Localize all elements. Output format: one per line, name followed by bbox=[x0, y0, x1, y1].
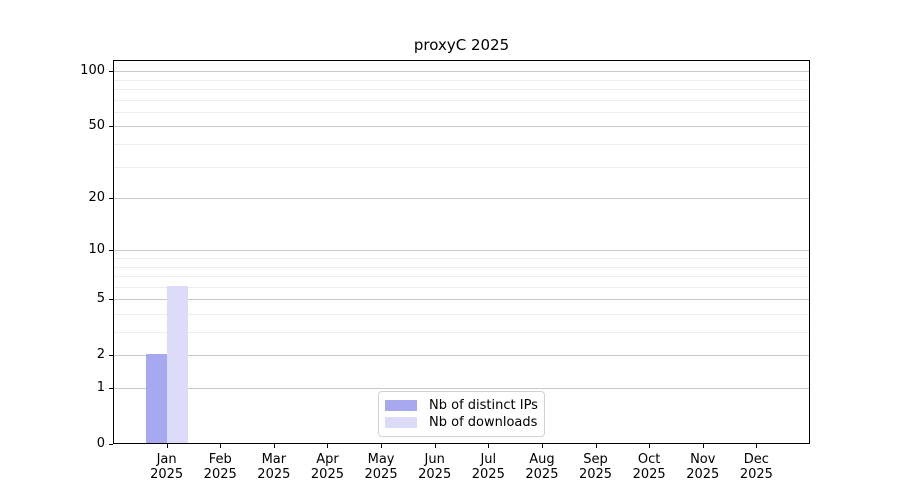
x-tick-label-jul: Jul 2025 bbox=[460, 452, 516, 482]
bar-jan-distinct-ips bbox=[145, 354, 167, 443]
minor-gridline bbox=[114, 111, 809, 113]
minor-gridline bbox=[114, 286, 809, 288]
minor-gridline bbox=[114, 79, 809, 81]
x-tick-mark bbox=[166, 444, 168, 448]
x-tick-year: 2025 bbox=[686, 467, 720, 482]
x-tick-label-apr: Apr 2025 bbox=[299, 452, 355, 482]
x-tick-mark bbox=[434, 444, 436, 448]
minor-gridline bbox=[114, 266, 809, 268]
major-gridline bbox=[114, 388, 809, 389]
x-tick-mark bbox=[273, 444, 275, 448]
x-tick-label-jun: Jun 2025 bbox=[407, 452, 463, 482]
minor-gridline bbox=[114, 258, 809, 259]
y-tick-label: 2 bbox=[96, 347, 105, 363]
x-tick-year: 2025 bbox=[632, 467, 666, 482]
major-gridline bbox=[114, 355, 809, 357]
x-tick-year: 2025 bbox=[150, 467, 184, 482]
x-tick-year: 2025 bbox=[310, 467, 344, 482]
x-tick-month: Dec bbox=[743, 452, 769, 467]
x-tick-mark bbox=[595, 444, 597, 448]
legend-label: Nb of downloads bbox=[429, 415, 538, 430]
legend-swatch bbox=[385, 400, 417, 411]
x-tick-label-dec: Dec 2025 bbox=[728, 452, 784, 482]
minor-gridline bbox=[114, 332, 809, 334]
x-tick-mark bbox=[488, 444, 490, 448]
y-tick-mark bbox=[109, 197, 113, 199]
minor-gridline bbox=[114, 166, 809, 168]
x-tick-month: Jan bbox=[156, 452, 177, 467]
x-tick-mark bbox=[541, 444, 543, 448]
x-tick-month: Sep bbox=[583, 452, 608, 467]
legend-item: Nb of downloads bbox=[385, 415, 538, 430]
y-tick-label: 0 bbox=[96, 436, 105, 451]
x-tick-month: Oct bbox=[637, 452, 661, 467]
x-tick-label-feb: Feb 2025 bbox=[192, 452, 248, 482]
y-tick-mark bbox=[109, 298, 113, 300]
y-tick-label: 100 bbox=[80, 63, 105, 79]
x-tick-label-mar: Mar 2025 bbox=[246, 452, 302, 482]
x-tick-label-jan: Jan 2025 bbox=[139, 452, 195, 482]
legend-item: Nb of distinct IPs bbox=[385, 398, 538, 413]
y-tick-mark bbox=[109, 387, 113, 389]
x-tick-year: 2025 bbox=[418, 467, 452, 482]
x-tick-mark bbox=[649, 444, 651, 448]
y-tick-mark bbox=[109, 443, 113, 445]
x-tick-month: Apr bbox=[316, 452, 339, 467]
legend: Nb of distinct IPs Nb of downloads bbox=[378, 391, 545, 437]
y-tick-mark bbox=[109, 125, 113, 127]
x-tick-year: 2025 bbox=[257, 467, 291, 482]
major-gridline bbox=[114, 250, 809, 252]
legend-label: Nb of distinct IPs bbox=[429, 398, 538, 413]
major-gridline bbox=[114, 71, 809, 73]
y-tick-mark bbox=[109, 249, 113, 251]
x-tick-label-sep: Sep 2025 bbox=[568, 452, 624, 482]
x-tick-mark bbox=[220, 444, 222, 448]
minor-gridline bbox=[114, 313, 809, 315]
y-tick-label: 5 bbox=[96, 291, 105, 307]
x-tick-month: Jun bbox=[424, 452, 445, 467]
minor-gridline bbox=[114, 89, 809, 91]
y-tick-label: 1 bbox=[96, 380, 105, 395]
x-tick-mark bbox=[756, 444, 758, 448]
y-tick-label: 10 bbox=[88, 242, 105, 258]
x-tick-month: Feb bbox=[208, 452, 232, 467]
minor-gridline bbox=[114, 99, 809, 101]
bar-jan-downloads bbox=[166, 285, 188, 443]
major-gridline bbox=[114, 126, 809, 128]
plot-area bbox=[113, 60, 810, 444]
minor-gridline bbox=[114, 276, 809, 278]
x-tick-year: 2025 bbox=[364, 467, 398, 482]
x-tick-mark bbox=[327, 444, 329, 448]
x-tick-mark bbox=[381, 444, 383, 448]
x-tick-label-may: May 2025 bbox=[353, 452, 409, 482]
x-tick-year: 2025 bbox=[739, 467, 773, 482]
x-tick-label-aug: Aug 2025 bbox=[514, 452, 570, 482]
x-tick-month: Jul bbox=[480, 452, 497, 467]
legend-swatch bbox=[385, 417, 417, 428]
x-tick-mark bbox=[702, 444, 704, 448]
x-tick-month: May bbox=[367, 452, 395, 467]
x-tick-month: Mar bbox=[261, 452, 287, 467]
y-tick-label: 50 bbox=[88, 118, 105, 134]
y-tick-label: 20 bbox=[88, 190, 105, 206]
x-tick-label-oct: Oct 2025 bbox=[621, 452, 677, 482]
x-tick-month: Nov bbox=[690, 452, 716, 467]
minor-gridline bbox=[114, 144, 809, 146]
major-gridline bbox=[114, 299, 809, 301]
x-tick-label-nov: Nov 2025 bbox=[675, 452, 731, 482]
x-tick-month: Aug bbox=[529, 452, 555, 467]
y-tick-mark bbox=[109, 354, 113, 356]
x-tick-year: 2025 bbox=[203, 467, 237, 482]
major-gridline bbox=[114, 198, 809, 200]
x-tick-year: 2025 bbox=[525, 467, 559, 482]
chart-title: proxyC 2025 bbox=[413, 36, 510, 54]
y-tick-mark bbox=[109, 70, 113, 72]
x-tick-year: 2025 bbox=[578, 467, 613, 482]
x-tick-year: 2025 bbox=[471, 467, 505, 482]
